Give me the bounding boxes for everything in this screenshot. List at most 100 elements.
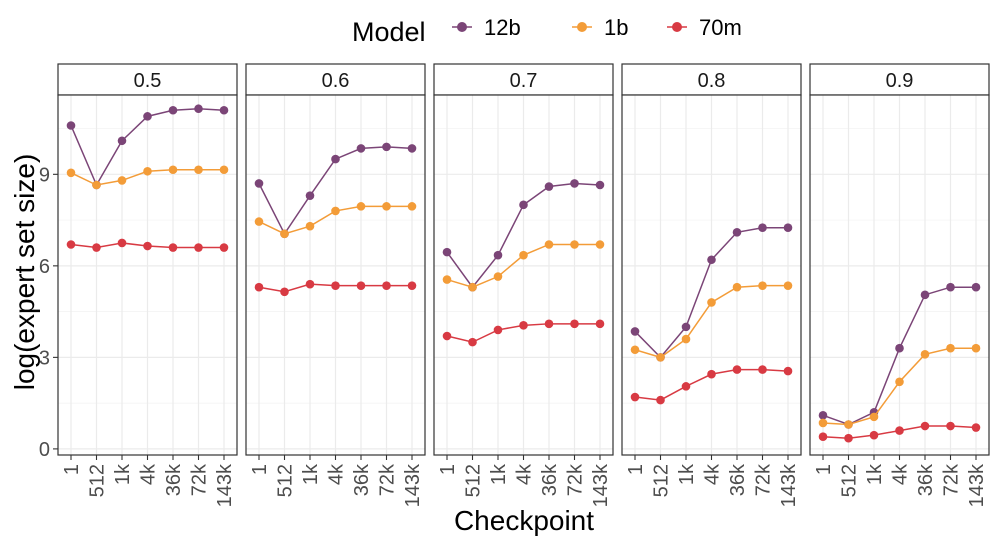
legend-entry-1b: 1b — [572, 15, 628, 40]
data-point-70m — [219, 243, 229, 252]
facet-strip — [433, 63, 614, 96]
data-point-1b — [732, 282, 742, 292]
data-point-12b — [570, 179, 579, 188]
x-tick-label: 1 — [437, 464, 459, 475]
data-point-70m — [595, 319, 605, 329]
data-point-1b — [681, 334, 691, 344]
data-point-1b — [920, 350, 930, 359]
data-point-1b — [630, 345, 640, 355]
x-tick-label: 512 — [651, 464, 673, 497]
legend-label-70m: 70m — [699, 15, 742, 40]
data-point-12b — [895, 343, 904, 353]
x-tick-label: 36k — [351, 463, 373, 496]
x-tick-label: 512 — [463, 464, 485, 497]
data-point-12b — [219, 105, 229, 115]
x-tick-label: 4k — [326, 463, 348, 485]
facet-label: 0.6 — [322, 70, 350, 92]
x-tick-label: 72k — [941, 463, 963, 496]
panel-0.9: 0.9 1 512 1k 4k 36k 72k 143k — [809, 63, 990, 507]
x-tick-label: 1k — [112, 463, 134, 485]
data-point-12b — [818, 411, 828, 420]
data-point-70m — [971, 423, 981, 432]
data-point-1b — [946, 343, 955, 353]
data-point-70m — [468, 337, 477, 347]
legend-marker-70m — [672, 22, 682, 32]
x-tick-label: 1 — [249, 464, 271, 475]
data-point-12b — [519, 200, 528, 210]
data-point-1b — [895, 377, 904, 387]
data-point-70m — [168, 243, 178, 252]
data-point-1b — [219, 165, 229, 175]
data-point-1b — [707, 298, 716, 307]
data-point-1b — [758, 281, 767, 290]
data-point-70m — [442, 331, 452, 341]
data-point-70m — [66, 240, 76, 249]
x-tick-label: 36k — [727, 463, 749, 496]
x-tick-label: 4k — [890, 463, 912, 485]
data-point-70m — [92, 243, 101, 252]
data-point-1b — [493, 272, 503, 281]
x-tick-label: 36k — [163, 463, 185, 496]
data-point-1b — [595, 240, 605, 249]
data-point-70m — [544, 319, 554, 329]
data-point-12b — [707, 255, 716, 265]
facet-strip — [57, 63, 238, 96]
data-point-70m — [194, 243, 203, 252]
x-tick-label: 512 — [87, 464, 109, 497]
x-tick-label: 1 — [61, 464, 83, 475]
x-tick-label: 512 — [839, 464, 861, 497]
x-tick-label: 72k — [189, 463, 211, 496]
x-tick-label: 1k — [488, 463, 510, 485]
data-point-70m — [356, 281, 366, 290]
data-point-12b — [493, 250, 503, 260]
data-point-1b — [382, 202, 391, 211]
data-point-1b — [66, 168, 76, 178]
legend-entry-70m: 70m — [667, 15, 742, 40]
data-point-12b — [143, 112, 152, 121]
facet-label: 0.5 — [134, 70, 162, 92]
data-point-12b — [194, 104, 203, 114]
data-point-1b — [442, 275, 452, 284]
panel-0.6: 0.6 1 512 1k 4k 36k 72k 143k — [245, 63, 426, 507]
facet-label: 0.9 — [886, 70, 914, 92]
data-point-1b — [570, 240, 579, 249]
data-point-1b — [143, 166, 152, 176]
data-point-1b — [331, 206, 340, 216]
data-point-12b — [946, 282, 955, 292]
y-axis-title: log(expert set size) — [9, 154, 40, 391]
y-tick-label: 3 — [39, 347, 50, 369]
legend-title: Model — [352, 17, 426, 47]
data-point-12b — [544, 182, 554, 191]
data-point-70m — [895, 426, 904, 435]
data-point-70m — [946, 421, 955, 431]
data-point-70m — [630, 392, 640, 402]
x-axis-title: Checkpoint — [454, 505, 594, 536]
x-tick-label: 512 — [275, 464, 297, 497]
data-point-12b — [407, 144, 417, 153]
data-point-1b — [117, 176, 127, 185]
data-point-70m — [920, 421, 930, 431]
x-tick-label: 143k — [214, 463, 236, 507]
x-tick-label: 36k — [915, 463, 937, 496]
data-point-1b — [92, 180, 101, 190]
data-point-12b — [66, 121, 76, 130]
data-point-70m — [869, 430, 879, 440]
facet-label: 0.7 — [510, 70, 538, 92]
data-point-12b — [331, 154, 340, 164]
data-point-12b — [254, 179, 264, 188]
facet-strip — [621, 63, 802, 96]
x-tick-label: 143k — [402, 463, 424, 507]
data-point-70m — [844, 433, 853, 443]
data-point-1b — [783, 281, 793, 290]
data-point-70m — [570, 319, 579, 329]
data-point-70m — [758, 365, 767, 374]
x-tick-label: 1k — [676, 463, 698, 485]
x-tick-label: 1k — [300, 463, 322, 485]
data-point-1b — [407, 202, 417, 211]
data-point-1b — [254, 217, 264, 226]
data-point-12b — [732, 227, 742, 237]
data-point-1b — [519, 250, 528, 260]
data-point-70m — [331, 281, 340, 290]
